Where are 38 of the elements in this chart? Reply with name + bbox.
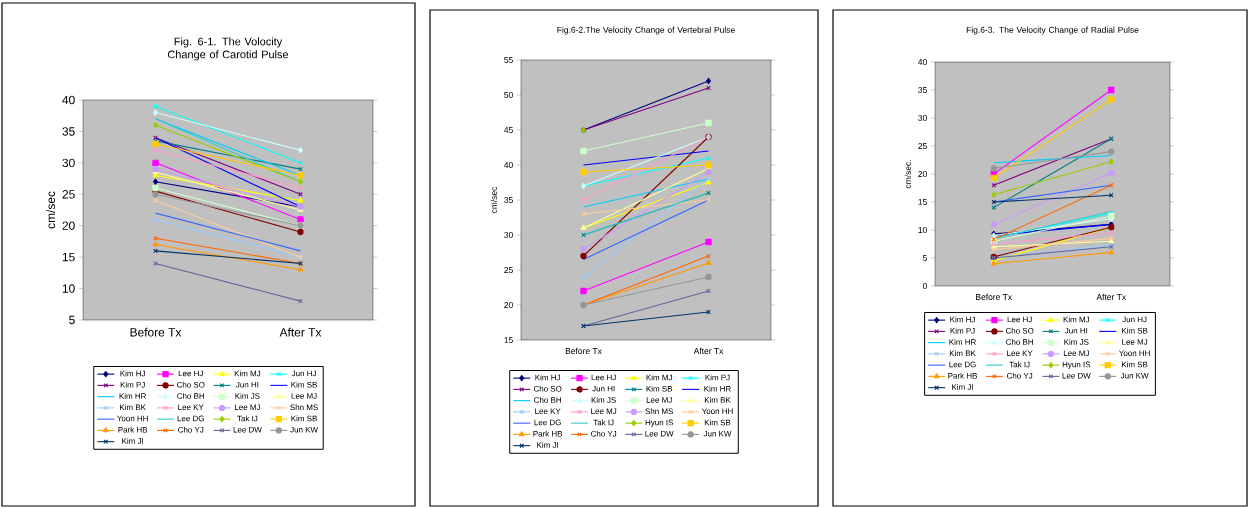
y-tick-label: 15	[918, 199, 927, 205]
y-tick-label: 15	[504, 337, 513, 343]
y-tick-label: 5	[69, 315, 75, 325]
y-tick-label: 30	[918, 115, 927, 121]
chart-title: Fig.6-2.The Velocity Change of Vertebral Pulse	[557, 26, 735, 35]
y-tick-label: 40	[918, 59, 927, 65]
x-tick-label: After Tx	[279, 327, 322, 337]
y-axis-title: cm/sec.	[904, 160, 911, 189]
y-tick-label: 10	[918, 227, 927, 233]
y-tick-label: 35	[918, 87, 927, 93]
x-tick-label: Before Tx	[130, 327, 182, 337]
y-axis-title: cm/sec	[490, 186, 497, 214]
y-tick-label: 30	[504, 232, 513, 238]
y-tick-label: 40	[504, 162, 513, 168]
y-tick-label: 15	[62, 252, 75, 262]
y-axis-title: cm/sec	[46, 191, 56, 229]
y-tick-label: 25	[918, 143, 927, 149]
chart-title: Fig. 6-1. The Volocity Change of Carotid Pulse	[167, 37, 289, 61]
y-tick-label: 35	[504, 197, 513, 203]
y-tick-label: 20	[504, 302, 513, 308]
x-tick-label: After Tx	[693, 347, 724, 354]
y-tick-label: 20	[918, 171, 927, 177]
y-tick-label: 25	[62, 190, 75, 199]
chart-title: Fig.6-3. The Velocity Change of Radial Pulse	[966, 26, 1139, 35]
y-tick-label: 30	[62, 158, 75, 168]
x-tick-label: Before Tx	[565, 347, 602, 354]
y-tick-label: 45	[504, 127, 513, 133]
x-tick-label: Before Tx	[976, 293, 1013, 300]
y-tick-label: 0	[922, 283, 927, 289]
y-tick-label: 40	[62, 95, 75, 105]
y-tick-label: 20	[62, 221, 75, 230]
y-tick-label: 10	[62, 284, 75, 293]
y-tick-label: 25	[504, 267, 513, 273]
y-tick-label: 5	[922, 255, 927, 261]
y-tick-label: 55	[504, 57, 513, 63]
y-tick-label: 50	[504, 92, 513, 98]
y-tick-label: 35	[62, 127, 75, 136]
x-tick-label: After Tx	[1096, 293, 1126, 300]
